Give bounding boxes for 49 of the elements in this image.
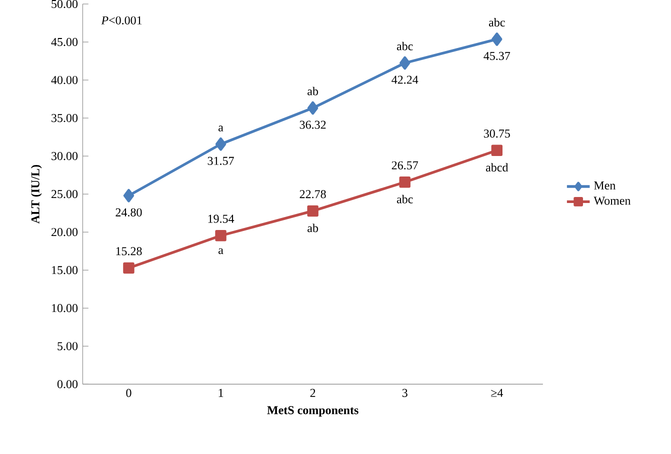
point xyxy=(123,189,134,203)
y-tick-label: 0.00 xyxy=(57,380,78,388)
data-label: 19.54 xyxy=(208,214,234,224)
point xyxy=(492,32,502,46)
data-label: 15.28 xyxy=(116,247,142,256)
annotation: abcd xyxy=(486,163,508,172)
x-tick-label: ≥4 xyxy=(491,389,504,398)
y-tick-label: 50.00 xyxy=(52,0,78,8)
data-label: 24.80 xyxy=(116,208,142,217)
y-tick-label: 45.00 xyxy=(51,38,78,46)
point xyxy=(307,206,318,217)
annotation: ab xyxy=(308,87,318,96)
y-axis-title: ALT (IU/L) xyxy=(30,165,42,224)
x-axis-title: MetS components xyxy=(267,406,358,417)
y-tick-label: 30.00 xyxy=(52,152,78,160)
y-tick-label: 5.00 xyxy=(58,342,78,350)
legend-label: Men xyxy=(594,182,616,190)
point xyxy=(399,176,410,188)
legend-label: Women xyxy=(594,196,631,206)
y-tick-label: 40.00 xyxy=(51,76,78,84)
x-tick-label: 1 xyxy=(218,389,224,398)
point xyxy=(123,262,134,274)
annotation: abc xyxy=(488,18,505,27)
annotation: abc xyxy=(396,42,413,51)
data-label: 45.37 xyxy=(484,52,510,60)
y-tick-label: 25.00 xyxy=(52,190,78,198)
annotation: abc xyxy=(396,195,413,204)
point xyxy=(215,230,226,242)
x-tick-label: 0 xyxy=(126,389,132,398)
annotation: a xyxy=(218,126,224,132)
point xyxy=(491,144,503,156)
point xyxy=(215,138,226,152)
x-tick-label: 3 xyxy=(402,389,408,398)
data-label: 22.78 xyxy=(300,190,326,198)
data-label: 30.75 xyxy=(484,130,510,138)
point xyxy=(400,56,410,70)
y-tick-label: 35.00 xyxy=(52,114,78,122)
point xyxy=(307,102,318,115)
data-label: 36.32 xyxy=(300,120,326,130)
y-tick-label: 15.00 xyxy=(52,266,78,274)
annotation: a xyxy=(218,248,224,254)
data-label: 31.57 xyxy=(208,157,234,166)
data-label: 42.24 xyxy=(392,76,418,84)
x-tick-label: 2 xyxy=(310,389,316,398)
data-label: 26.57 xyxy=(392,162,418,170)
annotation: ab xyxy=(308,224,318,232)
y-tick-label: 20.00 xyxy=(52,228,78,236)
y-tick-label: 10.00 xyxy=(52,304,78,312)
annotation: P<0.001 xyxy=(101,16,142,25)
